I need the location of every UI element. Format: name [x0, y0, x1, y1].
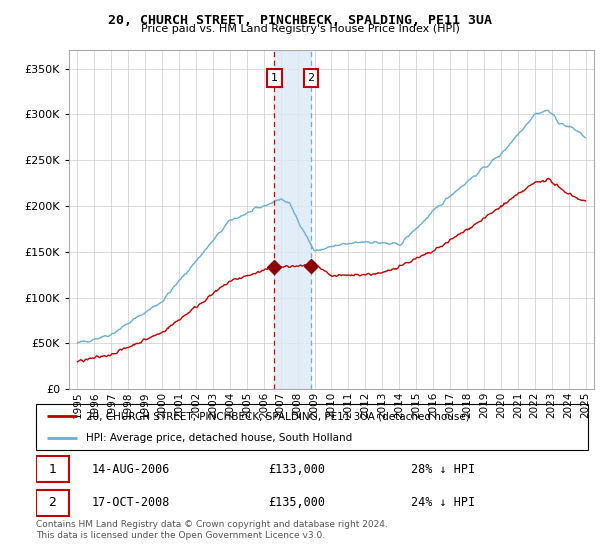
Text: HPI: Average price, detached house, South Holland: HPI: Average price, detached house, Sout… — [86, 433, 352, 444]
Text: 2: 2 — [307, 73, 314, 83]
Text: 28% ↓ HPI: 28% ↓ HPI — [412, 463, 475, 476]
Text: 1: 1 — [49, 463, 56, 476]
Text: 17-OCT-2008: 17-OCT-2008 — [91, 496, 170, 510]
Text: 24% ↓ HPI: 24% ↓ HPI — [412, 496, 475, 510]
Text: 2: 2 — [49, 496, 56, 510]
Text: Contains HM Land Registry data © Crown copyright and database right 2024.
This d: Contains HM Land Registry data © Crown c… — [36, 520, 388, 540]
Text: £133,000: £133,000 — [268, 463, 325, 476]
Text: 14-AUG-2006: 14-AUG-2006 — [91, 463, 170, 476]
Text: 20, CHURCH STREET, PINCHBECK, SPALDING, PE11 3UA (detached house): 20, CHURCH STREET, PINCHBECK, SPALDING, … — [86, 411, 469, 421]
Text: 20, CHURCH STREET, PINCHBECK, SPALDING, PE11 3UA: 20, CHURCH STREET, PINCHBECK, SPALDING, … — [108, 14, 492, 27]
Text: £135,000: £135,000 — [268, 496, 325, 510]
Bar — [36, 456, 69, 482]
Bar — [36, 490, 69, 516]
Text: 1: 1 — [271, 73, 278, 83]
Bar — [274, 50, 311, 389]
Text: Price paid vs. HM Land Registry's House Price Index (HPI): Price paid vs. HM Land Registry's House … — [140, 24, 460, 34]
